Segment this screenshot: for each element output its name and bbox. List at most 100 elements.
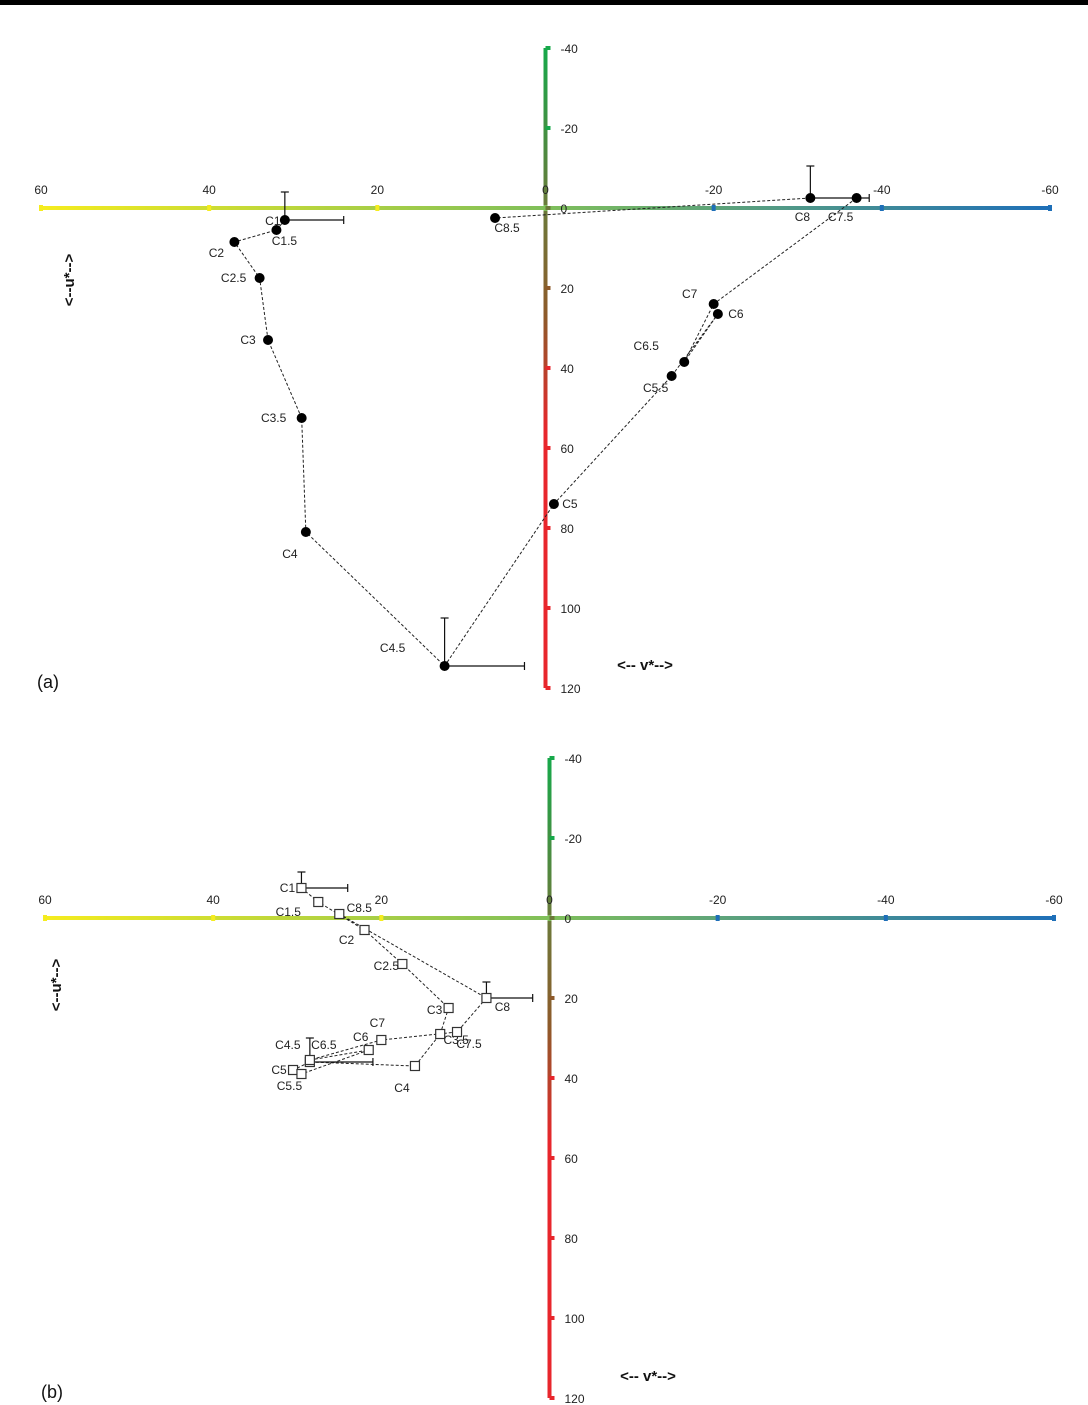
point-label: C7.5 bbox=[456, 1037, 482, 1051]
point-label: C8 bbox=[795, 210, 811, 224]
x-tick-mark bbox=[375, 205, 380, 211]
data-point bbox=[296, 882, 307, 894]
y-tick-label: 40 bbox=[565, 1072, 579, 1086]
y-tick-mark bbox=[545, 126, 551, 130]
data-point bbox=[435, 1028, 446, 1040]
point-label: C1 bbox=[265, 214, 281, 228]
y-tick-mark bbox=[545, 686, 551, 690]
y-tick-mark bbox=[545, 286, 551, 290]
point-label: C3.5 bbox=[444, 1033, 470, 1047]
y-tick-mark bbox=[549, 756, 555, 760]
y-tick-label: 60 bbox=[565, 1152, 579, 1166]
point-label: C7 bbox=[370, 1016, 386, 1030]
panel-a: 60 40 20 0 -20 -40 -60 -40 -20 0 20 40 60 80 100 120 C1 C… bbox=[34, 42, 1059, 696]
series-path bbox=[233, 197, 859, 667]
x-tick-label: -40 bbox=[877, 893, 895, 907]
point-label: C6 bbox=[353, 1030, 369, 1044]
y-tick-mark bbox=[545, 446, 551, 450]
point-label: C5 bbox=[271, 1063, 287, 1077]
x-tick-label: -20 bbox=[709, 893, 727, 907]
x-tick-mark bbox=[207, 205, 212, 211]
point-label: C2.5 bbox=[221, 271, 247, 285]
y-tick-mark bbox=[549, 1156, 555, 1160]
x-tick-mark bbox=[1052, 915, 1056, 921]
x-axis-title: <-- v*--> bbox=[620, 1368, 676, 1385]
data-point bbox=[263, 335, 274, 345]
point-label: C8.5 bbox=[494, 221, 520, 235]
data-point bbox=[548, 499, 559, 509]
data-point bbox=[666, 371, 677, 381]
data-point bbox=[439, 661, 450, 671]
point-label: C1 bbox=[280, 881, 296, 895]
x-tick-label: 20 bbox=[371, 183, 385, 197]
x-tick-label: -60 bbox=[1041, 183, 1059, 197]
y-tick-mark bbox=[549, 996, 555, 1000]
y-tick-mark bbox=[549, 1076, 555, 1080]
data-point bbox=[296, 1068, 307, 1080]
data-point bbox=[363, 1044, 374, 1056]
y-tick-label: 0 bbox=[561, 202, 568, 216]
y-tick-label: 0 bbox=[565, 912, 572, 926]
data-point bbox=[712, 309, 723, 319]
point-label: C6 bbox=[728, 307, 744, 321]
y-tick-mark bbox=[549, 1236, 555, 1240]
data-point bbox=[279, 215, 290, 225]
data-point bbox=[481, 992, 492, 1004]
data-point bbox=[851, 193, 862, 203]
y-tick-mark bbox=[549, 1396, 555, 1400]
x-tick-label: -60 bbox=[1045, 893, 1063, 907]
data-point bbox=[296, 413, 307, 423]
y-tick-label: 20 bbox=[565, 992, 579, 1006]
point-label: C1.5 bbox=[276, 905, 302, 919]
y-tick-label: 100 bbox=[561, 602, 581, 616]
x-tick-label: 0 bbox=[546, 893, 553, 907]
y-tick-mark bbox=[545, 46, 551, 50]
data-point bbox=[334, 908, 345, 920]
data-point bbox=[287, 1064, 299, 1076]
y-tick-mark bbox=[545, 606, 551, 610]
point-label: C6.5 bbox=[634, 339, 660, 353]
point-label: C2 bbox=[339, 933, 355, 947]
point-label: C4.5 bbox=[275, 1038, 301, 1052]
y-tick-label: -20 bbox=[561, 122, 579, 136]
y-tick-mark bbox=[545, 366, 551, 370]
y-tick-label: -20 bbox=[565, 832, 583, 846]
point-label: C8 bbox=[495, 1000, 511, 1014]
point-label: C4 bbox=[282, 547, 298, 561]
x-tick-mark bbox=[379, 915, 384, 921]
data-point bbox=[313, 896, 324, 908]
point-label: C1.5 bbox=[272, 234, 298, 248]
y-tick-label: -40 bbox=[561, 42, 579, 56]
data-point bbox=[708, 299, 719, 309]
x-tick-label: 20 bbox=[375, 893, 389, 907]
y-tick-label: 80 bbox=[565, 1232, 579, 1246]
point-label: C5 bbox=[562, 497, 578, 511]
x-axis-title: <-- v*--> bbox=[617, 657, 673, 674]
y-tick-mark bbox=[545, 526, 551, 530]
data-point bbox=[254, 273, 265, 283]
y-tick-label: 100 bbox=[565, 1312, 585, 1326]
y-tick-mark bbox=[545, 206, 551, 210]
x-tick-mark bbox=[711, 205, 716, 211]
data-point bbox=[229, 237, 240, 247]
x-tick-mark bbox=[715, 915, 720, 921]
data-point bbox=[805, 193, 816, 203]
data-point bbox=[443, 1002, 454, 1014]
point-label: C3 bbox=[240, 333, 256, 347]
panel-b: 60 40 20 0 -20 -40 -60 -40 -20 0 20 40 60 80 100 120 C1 C… bbox=[38, 752, 1063, 1405]
panel-letter: (b) bbox=[41, 1382, 63, 1402]
point-label: C4 bbox=[394, 1081, 410, 1095]
point-label: C2 bbox=[209, 246, 225, 260]
x-tick-label: 60 bbox=[38, 893, 52, 907]
x-tick-label: 40 bbox=[202, 183, 216, 197]
point-label: C7 bbox=[682, 287, 698, 301]
x-tick-mark bbox=[43, 915, 47, 921]
y-tick-label: 120 bbox=[561, 682, 581, 696]
point-label: C4.5 bbox=[380, 641, 406, 655]
x-tick-label: 0 bbox=[542, 183, 549, 197]
point-label: C7.5 bbox=[828, 210, 854, 224]
y-tick-label: 60 bbox=[561, 442, 575, 456]
data-point bbox=[304, 1054, 315, 1066]
point-label: C3.5 bbox=[261, 411, 287, 425]
